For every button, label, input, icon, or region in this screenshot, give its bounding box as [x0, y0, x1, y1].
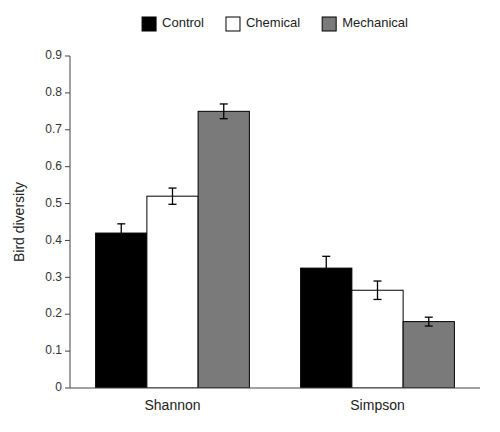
y-tick-label: 0.1 [45, 343, 62, 357]
error-line [169, 204, 177, 205]
bar [96, 233, 147, 388]
y-tick-label: 0.8 [45, 85, 62, 99]
error-line [425, 317, 433, 318]
y-tick-label: 0.4 [45, 233, 62, 247]
error-bar [374, 281, 382, 299]
legend: Control Chemical Mechanical [142, 15, 408, 31]
y-tick [65, 203, 70, 204]
error-line [326, 256, 327, 280]
error-line [220, 118, 228, 119]
legend-item: Chemical [226, 15, 300, 31]
y-axis-label: Bird diversity [11, 182, 27, 262]
y-tick [65, 166, 70, 167]
y-tick-label: 0 [55, 380, 62, 394]
bar [147, 196, 198, 388]
y-axis: 0 0.1 0.2 0.3 0.4 0.5 0.6 0.7 0.8 0.9 [45, 48, 70, 394]
series [147, 188, 403, 388]
legend-label: Mechanical [342, 15, 408, 30]
y-tick [65, 351, 70, 352]
error-line [117, 223, 125, 224]
error-line [377, 281, 378, 299]
bar [301, 268, 352, 388]
error-line [220, 103, 228, 104]
error-bar [169, 188, 177, 204]
error-line [223, 104, 224, 119]
series [198, 104, 454, 388]
y-tick-label: 0.3 [45, 270, 62, 284]
y-tick [65, 129, 70, 130]
error-bar [322, 256, 330, 280]
y-tick-label: 0.2 [45, 306, 62, 320]
error-line [172, 188, 173, 204]
legend-item: Mechanical [322, 15, 408, 31]
error-line [117, 242, 125, 243]
legend-label: Control [162, 15, 204, 30]
y-tick [65, 388, 70, 389]
error-bar [425, 317, 433, 326]
error-line [322, 256, 330, 257]
y-tick-label: 0.5 [45, 196, 62, 210]
x-tick-label: Shannon [144, 397, 200, 413]
x-tick-label: Simpson [350, 397, 404, 413]
error-line [121, 224, 122, 242]
error-line [374, 299, 382, 300]
legend-swatch [226, 17, 240, 31]
error-line [428, 317, 429, 326]
legend-swatch [322, 17, 336, 31]
error-bar [117, 224, 125, 242]
legend-swatch [142, 17, 156, 31]
chart: 0 0.1 0.2 0.3 0.4 0.5 0.6 0.7 0.8 0.9 Bird diversi… [0, 0, 500, 432]
y-axis-line [70, 56, 71, 388]
x-axis-line [70, 388, 480, 389]
y-tick-label: 0.6 [45, 159, 62, 173]
plot-area [96, 104, 455, 388]
error-line [169, 187, 177, 188]
y-tick [65, 240, 70, 241]
legend-label: Chemical [246, 15, 300, 30]
error-line [425, 325, 433, 326]
legend-item: Control [142, 15, 204, 31]
x-axis: Shannon Simpson [70, 388, 480, 413]
y-tick-label: 0.9 [45, 48, 62, 62]
error-line [322, 279, 330, 280]
error-line [374, 280, 382, 281]
y-tick-label: 0.7 [45, 122, 62, 136]
y-tick [65, 92, 70, 93]
y-tick [65, 56, 70, 57]
bar [198, 111, 249, 388]
y-tick [65, 277, 70, 278]
bar [352, 290, 403, 388]
bar [403, 322, 454, 388]
error-bar [220, 104, 228, 119]
y-tick [65, 314, 70, 315]
